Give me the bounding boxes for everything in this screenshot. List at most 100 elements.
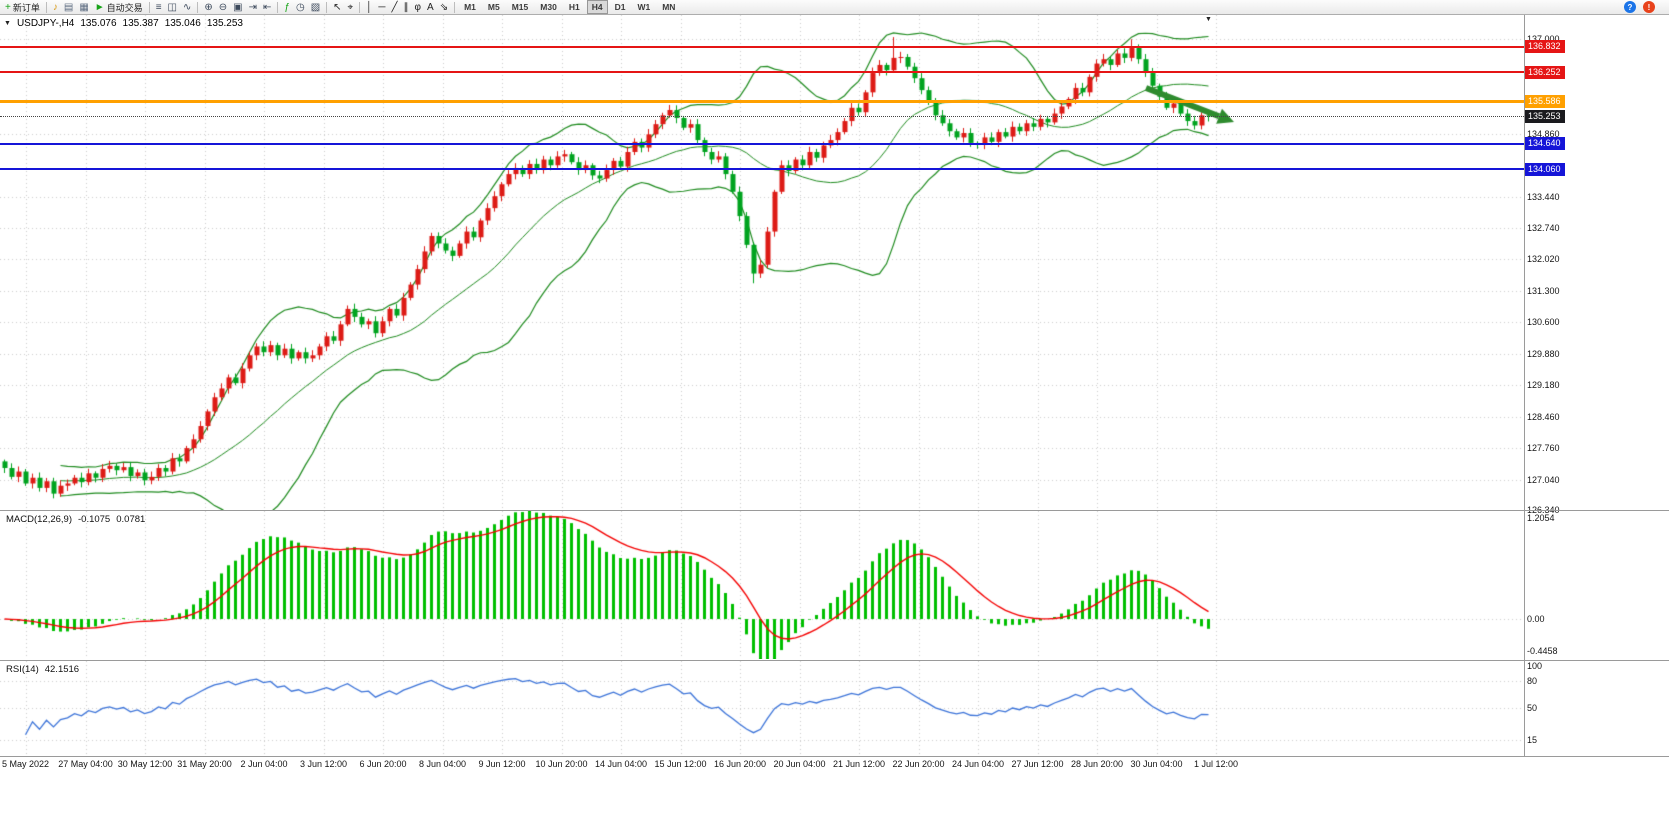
macd-name: MACD(12,26,9) [6,514,72,525]
periods-icon[interactable]: ◷ [294,1,307,14]
price-axis-label: 129.180 [1527,379,1560,390]
panel-separator[interactable] [0,660,1669,661]
price-axis-label: 131.300 [1527,286,1560,297]
time-axis-label: 24 Jun 04:00 [951,759,1005,769]
candlestick-chart-icon[interactable]: ◫ [166,1,179,14]
arrows-icon-glyph: ⇘ [439,1,449,13]
bar-chart-icon[interactable]: ≡ [154,1,164,14]
timeframe-mn-button-label: MN [662,2,676,12]
autotrading-button[interactable]: ► 自动交易 [93,1,145,14]
crosshair-icon-glyph: ⌖ [347,1,354,13]
auto-scroll-icon[interactable]: ⇥ [247,1,259,14]
quote-low: 135.046 [164,18,201,29]
notifications-icon[interactable]: ! [1643,1,1655,13]
quote-open: 135.076 [80,18,117,29]
timeframe-h1-button-label: H1 [568,2,580,12]
trendline-icon-glyph: ╱ [391,1,398,13]
main-chart-canvas[interactable] [0,15,1524,510]
chart-shift-icon[interactable]: ⇤ [261,1,273,14]
timeframe-m15-button[interactable]: M15 [507,0,534,14]
timeframe-m30-button[interactable]: M30 [535,0,562,14]
timeframe-m1-button[interactable]: M1 [459,0,481,14]
vertical-line-icon[interactable]: │ [364,1,374,14]
price-badge: 134.060 [1525,162,1565,176]
price-badge: 136.832 [1525,40,1565,54]
time-axis-label: 5 May 2022 [2,759,50,769]
autotrading-glyph: ► [94,1,105,13]
price-axis-label: 127.760 [1527,442,1560,453]
horizontal-level-line[interactable] [0,45,1524,48]
bar-chart-icon-glyph: ≡ [155,1,162,13]
price-axis-label: 127.040 [1527,474,1560,485]
indicators-icon[interactable]: ƒ [282,1,292,14]
zoom-out-icon[interactable]: ⊖ [217,1,229,14]
time-axis-label: 16 Jun 20:00 [713,759,767,769]
panel-separator[interactable] [0,510,1669,511]
time-axis-label: 9 Jun 12:00 [478,759,526,769]
timeframe-w1-button[interactable]: W1 [632,0,655,14]
price-badge: 135.586 [1525,95,1565,109]
chart-shift-marker-icon[interactable]: ▼ [1205,16,1212,23]
rsi-axis-label: 100 [1527,661,1543,671]
price-badge: 134.640 [1525,137,1565,151]
toolbar-separator [454,1,456,13]
macd-axis-label: 0.00 [1527,614,1545,625]
sound-icon[interactable]: ♪ [51,1,60,14]
cursor-icon[interactable]: ↖ [331,1,343,14]
collapse-arrow-icon[interactable]: ▼ [4,20,11,27]
horizontal-level-line[interactable] [0,71,1524,74]
fibonacci-icon[interactable]: φ [413,1,423,14]
rsi-canvas[interactable] [0,661,1524,755]
horizontal-line-icon[interactable]: ─ [376,1,387,14]
time-axis-label: 27 May 04:00 [58,759,113,769]
time-axis-label: 30 May 12:00 [117,759,173,769]
market-depth-icon[interactable]: ▤ [62,1,75,14]
fibonacci-icon-glyph: φ [414,1,422,13]
new-order-button[interactable]: + 新订单 [3,1,42,14]
arrows-icon[interactable]: ⇘ [438,1,450,14]
time-axis-label: 27 Jun 12:00 [1011,759,1064,769]
horizontal-level-line[interactable] [0,142,1524,145]
zoom-in-icon[interactable]: ⊕ [202,1,214,14]
timeframe-m5-button[interactable]: M5 [483,0,505,14]
current-price-line [0,116,1524,118]
toolbar-separator [277,1,279,13]
horizontal-level-line[interactable] [0,100,1524,104]
tile-windows-icon-glyph: ▣ [233,1,243,13]
timeframe-mn-button[interactable]: MN [657,0,680,14]
timeframe-h4-button[interactable]: H4 [586,0,608,14]
toolbar-separator [197,1,199,13]
crosshair-icon[interactable]: ⌖ [346,1,356,14]
line-chart-icon[interactable]: ∿ [181,1,193,14]
market-depth-icon-glyph: ▤ [63,1,74,13]
indicators-icon-glyph: ƒ [284,1,290,13]
quote-high: 135.387 [122,18,159,29]
new-order-button-label: 新订单 [12,2,40,13]
line-chart-icon-glyph: ∿ [182,1,192,13]
text-icon[interactable]: A [425,1,436,14]
community-icon[interactable]: ? [1624,1,1636,13]
new-order-glyph: + [5,1,11,13]
timeframe-h1-button[interactable]: H1 [564,0,585,14]
timeframe-d1-button[interactable]: D1 [610,0,631,14]
horizontal-level-line[interactable] [0,168,1524,171]
trendline-icon[interactable]: ╱ [390,1,400,14]
templates-icon[interactable]: ▧ [309,1,322,14]
rsi-axis-label: 15 [1527,734,1538,745]
chart-shift-icon-glyph: ⇤ [263,1,272,13]
macd-value: -0.1075 [78,514,111,525]
price-axis-label: 128.460 [1527,411,1560,422]
timeframe-m1-button-label: M1 [464,2,476,12]
toolbar-separator [359,1,361,13]
time-axis-label: 31 May 20:00 [177,759,232,769]
toolbar-separator [326,1,328,13]
tile-windows-icon[interactable]: ▣ [231,1,244,14]
macd-panel-label: MACD(12,26,9) -0.1075 0.0781 [6,514,145,525]
channel-icon[interactable]: ∥ [402,1,411,14]
time-axis-label: 2 Jun 04:00 [240,759,288,769]
candlestick-chart-icon-glyph: ◫ [167,1,177,13]
macd-canvas[interactable] [0,511,1524,659]
terminal-icon[interactable]: ▦ [77,1,90,14]
